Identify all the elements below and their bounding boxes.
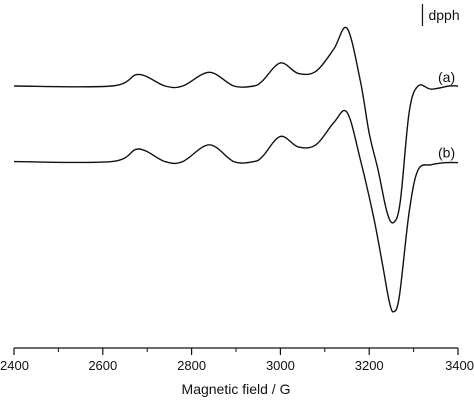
- curve-labels: (a) (b): [438, 69, 455, 161]
- x-tick-label: 3200: [355, 358, 384, 373]
- x-axis: 2400 2600 2800 3000 3200 3400: [0, 347, 474, 373]
- spectrum-curve-b: [13, 109, 459, 313]
- x-tick-label: 3000: [266, 358, 295, 373]
- curve-label-a: (a): [438, 69, 455, 85]
- x-tick-label: 2400: [0, 358, 29, 373]
- x-tick-label: 3400: [445, 358, 474, 373]
- spectrum-curves: [13, 26, 459, 313]
- reference-marker-group: dpph: [421, 4, 460, 26]
- curve-label-b: (b): [438, 145, 455, 161]
- dpph-marker-label: dpph: [428, 7, 459, 23]
- spectrum-curve-a: [13, 26, 459, 224]
- x-tick-label: 2800: [177, 358, 206, 373]
- x-tick-label: 2600: [88, 358, 117, 373]
- x-axis-label: Magnetic field / G: [182, 381, 291, 397]
